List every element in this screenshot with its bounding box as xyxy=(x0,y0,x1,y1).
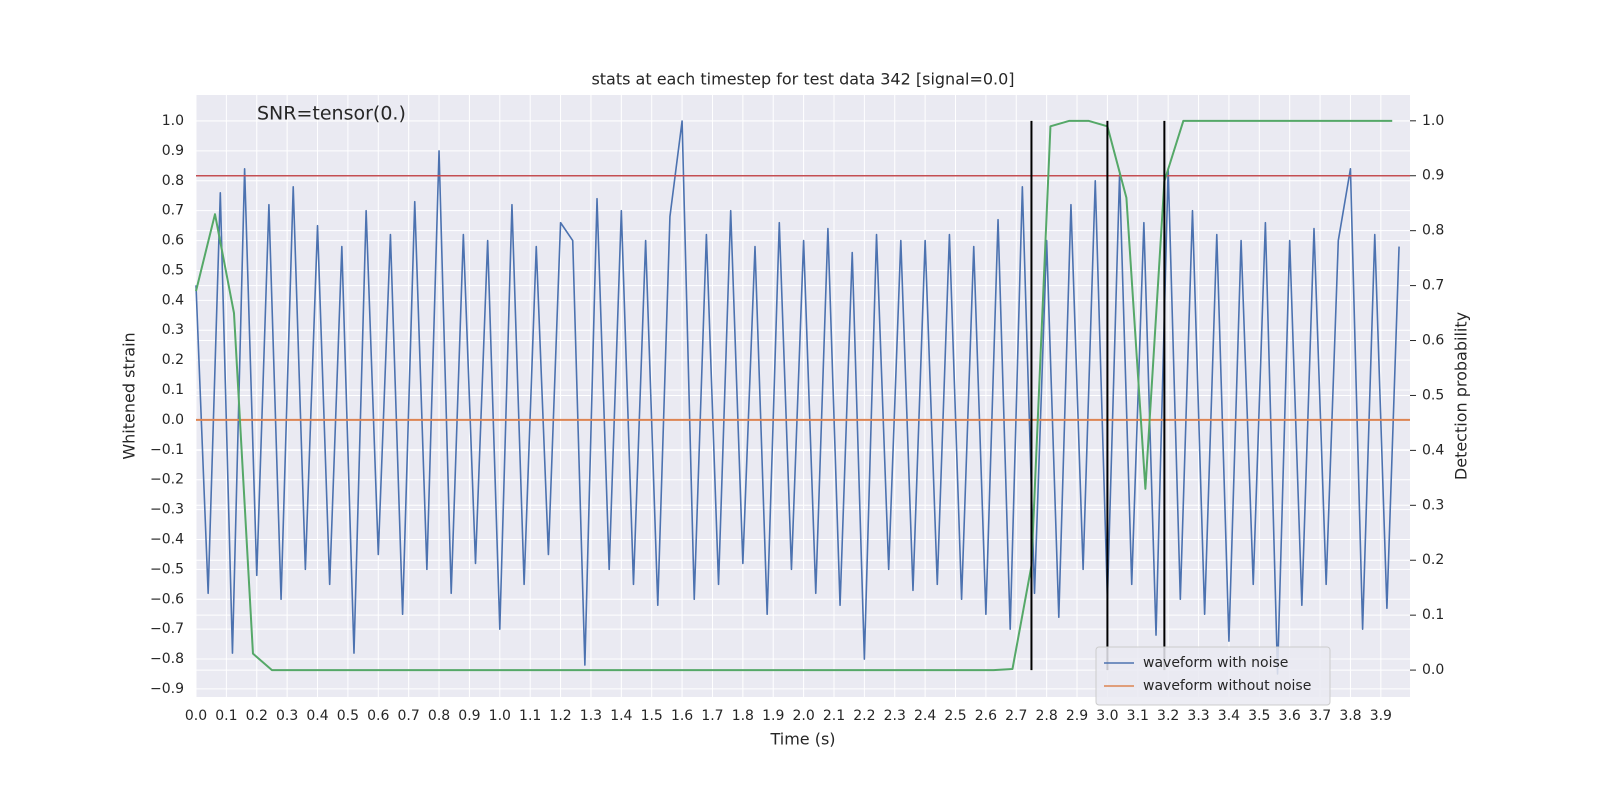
x-tick-label: 1.1 xyxy=(519,708,541,724)
y-tick-label: 0.3 xyxy=(162,322,184,338)
x-tick-label: 0.8 xyxy=(428,708,450,724)
y2-tick-label: 0.9 xyxy=(1422,168,1444,184)
y-tick-label: 0.6 xyxy=(162,233,184,249)
y-tick-label: 0.1 xyxy=(162,382,184,398)
x-tick-label: 1.8 xyxy=(732,708,754,724)
x-tick-label: 0.1 xyxy=(215,708,237,724)
x-tick-label: 2.0 xyxy=(792,708,814,724)
x-tick-label: 3.5 xyxy=(1248,708,1270,724)
y2-tick-label: 0.0 xyxy=(1422,662,1444,678)
y-axis-label: Whitened strain xyxy=(120,332,139,459)
legend: waveform with noise waveform without nois… xyxy=(1095,646,1331,706)
x-tick-label: 0.6 xyxy=(367,708,389,724)
y2-tick-label: 0.4 xyxy=(1422,442,1444,458)
y-tick-label: −0.5 xyxy=(150,561,184,577)
x-tick-label: 0.5 xyxy=(337,708,359,724)
y-tick-label: −0.4 xyxy=(150,531,184,547)
x-tick-label: 3.0 xyxy=(1096,708,1118,724)
x-tick-label: 0.7 xyxy=(398,708,420,724)
x-tick-label: 0.3 xyxy=(276,708,298,724)
x-tick-label: 1.4 xyxy=(610,708,632,724)
x-tick-label: 2.2 xyxy=(853,708,875,724)
x-tick-label: 3.4 xyxy=(1218,708,1240,724)
x-tick-label: 3.1 xyxy=(1127,708,1149,724)
y-tick-label: 1.0 xyxy=(162,113,184,129)
x-tick-label: 2.5 xyxy=(944,708,966,724)
y-tick-label: −0.1 xyxy=(150,442,184,458)
y2-tick-label: 0.5 xyxy=(1422,387,1444,403)
x-tick-label: 3.3 xyxy=(1187,708,1209,724)
x-tick-label: 0.2 xyxy=(246,708,268,724)
x-tick-label: 0.0 xyxy=(185,708,207,724)
series-line xyxy=(195,119,1393,672)
y-tick-label: −0.3 xyxy=(150,502,184,518)
y-tick-label: 0.7 xyxy=(162,203,184,219)
y2-tick-label: 0.1 xyxy=(1422,607,1444,623)
y2-tick-label: 0.2 xyxy=(1422,552,1444,568)
y-tick-label: 0.8 xyxy=(162,173,184,189)
x-tick-label: 3.9 xyxy=(1370,708,1392,724)
x-tick-label: 3.6 xyxy=(1279,708,1301,724)
legend-label: waveform with noise xyxy=(1143,655,1288,671)
x-tick-label: 3.8 xyxy=(1339,708,1361,724)
x-tick-label: 2.6 xyxy=(975,708,997,724)
x-tick-label: 2.9 xyxy=(1066,708,1088,724)
plot-area xyxy=(196,95,1410,697)
chart-title: stats at each timestep for test data 342… xyxy=(591,70,1014,89)
x-tick-label: 2.1 xyxy=(823,708,845,724)
y-tick-label: −0.8 xyxy=(150,651,184,667)
y2-tick-label: 0.3 xyxy=(1422,497,1444,513)
y-tick-label: 0.2 xyxy=(162,352,184,368)
y-tick-label: 0.9 xyxy=(162,143,184,159)
y2-axis-label: Detection probability xyxy=(1452,312,1471,480)
x-tick-label: 1.6 xyxy=(671,708,693,724)
x-tick-label: 0.4 xyxy=(306,708,328,724)
y2-tick-label: 0.7 xyxy=(1422,278,1444,294)
y2-tick-label: 0.8 xyxy=(1422,223,1444,239)
series-line xyxy=(195,120,1400,675)
x-tick-label: 1.3 xyxy=(580,708,602,724)
x-tick-label: 3.2 xyxy=(1157,708,1179,724)
x-tick-label: 2.4 xyxy=(914,708,936,724)
y-tick-label: −0.2 xyxy=(150,472,184,488)
legend-label: waveform without noise xyxy=(1143,678,1311,694)
x-tick-label: 0.9 xyxy=(458,708,480,724)
y-tick-label: 0.4 xyxy=(162,292,184,308)
x-tick-label: 1.7 xyxy=(701,708,723,724)
y-tick-label: 0.0 xyxy=(162,412,184,428)
y-tick-label: −0.9 xyxy=(150,681,184,697)
annotation: SNR=tensor(0.) xyxy=(257,103,406,125)
legend-box xyxy=(1095,646,1331,706)
y-tick-label: 0.5 xyxy=(162,262,184,278)
y-tick-label: −0.7 xyxy=(150,621,184,637)
x-tick-label: 1.5 xyxy=(641,708,663,724)
x-tick-label: 2.3 xyxy=(884,708,906,724)
y2-tick-label: 1.0 xyxy=(1422,113,1444,129)
x-tick-label: 2.8 xyxy=(1036,708,1058,724)
x-tick-label: 1.0 xyxy=(489,708,511,724)
x-tick-label: 2.7 xyxy=(1005,708,1027,724)
x-tick-label: 1.2 xyxy=(549,708,571,724)
x-axis-label: Time (s) xyxy=(769,730,835,749)
x-tick-label: 3.7 xyxy=(1309,708,1331,724)
y-tick-label: −0.6 xyxy=(150,591,184,607)
x-tick-label: 1.9 xyxy=(762,708,784,724)
y2-tick-label: 0.6 xyxy=(1422,333,1444,349)
